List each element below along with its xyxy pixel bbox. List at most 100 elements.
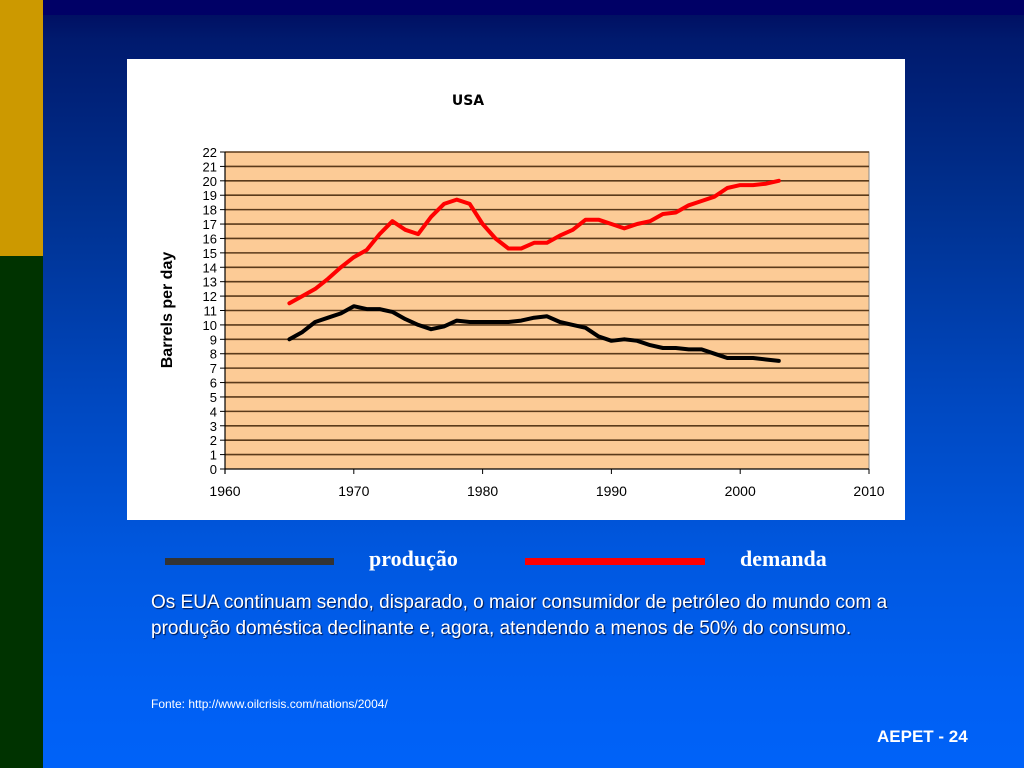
- data-point-demanda: [609, 222, 613, 226]
- data-point-demanda: [777, 179, 781, 183]
- data-point-demanda: [738, 183, 742, 187]
- data-point-demanda: [674, 210, 678, 215]
- data-point-producao: [403, 317, 407, 321]
- y-tick-label: 19: [203, 188, 217, 203]
- data-point-demanda: [429, 215, 433, 219]
- y-axis-label: Barrels per day: [159, 252, 176, 369]
- data-point-demanda: [687, 203, 691, 207]
- data-point-producao: [571, 323, 575, 327]
- data-point-demanda: [300, 294, 304, 298]
- data-point-producao: [532, 316, 536, 320]
- data-point-demanda: [481, 222, 485, 226]
- data-point-demanda: [352, 255, 356, 259]
- data-point-demanda: [506, 246, 510, 251]
- data-point-demanda: [313, 287, 317, 291]
- data-point-producao: [429, 327, 433, 331]
- data-point-demanda: [403, 228, 407, 232]
- data-point-demanda: [545, 241, 549, 245]
- y-tick-label: 9: [210, 332, 217, 347]
- data-point-demanda: [699, 199, 704, 203]
- data-point-demanda: [725, 186, 729, 190]
- data-point-producao: [390, 310, 395, 314]
- data-point-producao: [442, 324, 446, 328]
- y-tick-label: 12: [203, 289, 217, 304]
- x-tick-label: 2000: [725, 483, 756, 499]
- legend-label-demanda: demanda: [740, 546, 827, 571]
- data-point-producao: [519, 318, 523, 323]
- data-point-producao: [377, 307, 382, 311]
- y-tick-label: 7: [210, 361, 217, 376]
- legend-line-producao: [165, 558, 334, 565]
- data-point-demanda: [558, 233, 562, 238]
- chart-panel: USA Barrels per day 0 1 2 3 4 5 6 7 8 9 10 11 12 13 14…: [127, 59, 905, 520]
- data-point-demanda: [635, 222, 639, 226]
- data-point-producao: [326, 316, 330, 320]
- data-point-demanda: [468, 202, 472, 206]
- y-tick-label: 16: [203, 231, 217, 246]
- data-point-demanda: [455, 197, 459, 202]
- chart-title: USA: [452, 93, 484, 109]
- y-tick-label: 4: [210, 404, 217, 419]
- body-text: Os EUA continuam sendo, disparado, o mai…: [151, 592, 888, 639]
- y-tick-label: 5: [210, 390, 217, 405]
- data-point-producao: [712, 352, 717, 356]
- data-point-producao: [725, 356, 729, 360]
- data-point-demanda: [519, 246, 523, 251]
- data-point-demanda: [622, 226, 626, 230]
- data-point-demanda: [442, 202, 446, 206]
- left-stripe-gold: [0, 0, 43, 256]
- data-point-producao: [738, 356, 742, 360]
- x-tick-label: 2010: [853, 483, 884, 499]
- data-point-producao: [365, 307, 369, 311]
- data-point-producao: [339, 311, 343, 315]
- y-tick-label: 11: [204, 304, 218, 319]
- y-tick-label: 20: [203, 174, 217, 189]
- source-text: Fonte: http://www.oilcrisis.com/nations/…: [151, 697, 388, 711]
- data-point-producao: [635, 339, 639, 343]
- x-tick-label: 1970: [338, 483, 369, 499]
- y-tick-label: 14: [203, 260, 217, 275]
- data-point-demanda: [416, 232, 420, 236]
- y-tick-label: 0: [210, 462, 217, 477]
- data-point-producao: [545, 314, 549, 318]
- y-tick-label: 18: [203, 203, 217, 218]
- data-point-producao: [558, 320, 562, 324]
- x-tick-label: 1960: [209, 483, 240, 499]
- y-tick-label: 2: [210, 433, 217, 448]
- data-point-demanda: [571, 228, 575, 232]
- data-point-demanda: [377, 232, 382, 236]
- data-point-producao: [648, 343, 652, 347]
- data-point-producao: [596, 334, 601, 339]
- y-tick-label: 22: [203, 145, 217, 160]
- slide-footer: AEPET - 24: [877, 727, 968, 746]
- data-point-producao: [609, 339, 613, 343]
- data-point-producao: [699, 347, 704, 352]
- data-point-producao: [661, 346, 665, 350]
- data-point-demanda: [596, 218, 601, 222]
- data-point-demanda: [661, 212, 665, 216]
- top-bar: [43, 0, 1024, 15]
- data-point-producao: [674, 346, 678, 350]
- data-point-demanda: [751, 183, 755, 187]
- data-point-producao: [300, 330, 304, 334]
- y-tick-label: 8: [210, 347, 217, 362]
- y-tick-label: 1: [210, 448, 217, 463]
- y-tick-label: 6: [210, 376, 217, 391]
- data-point-producao: [313, 320, 317, 324]
- data-point-producao: [584, 326, 588, 330]
- data-point-demanda: [339, 265, 343, 269]
- data-point-producao: [468, 320, 472, 324]
- x-tick-label: 1980: [467, 483, 498, 499]
- data-point-producao: [777, 359, 781, 363]
- data-point-demanda: [712, 195, 717, 199]
- left-stripe-green: [0, 256, 43, 768]
- y-tick-label: 17: [203, 217, 217, 232]
- data-point-producao: [622, 337, 626, 341]
- data-point-producao: [493, 320, 498, 324]
- data-point-producao: [687, 347, 691, 352]
- x-tick-label: 1990: [596, 483, 627, 499]
- y-tick-label: 3: [210, 419, 217, 434]
- data-point-producao: [481, 320, 485, 324]
- legend-label-producao: produção: [369, 546, 458, 571]
- chart: USA Barrels per day 01234567891011121314…: [159, 93, 885, 499]
